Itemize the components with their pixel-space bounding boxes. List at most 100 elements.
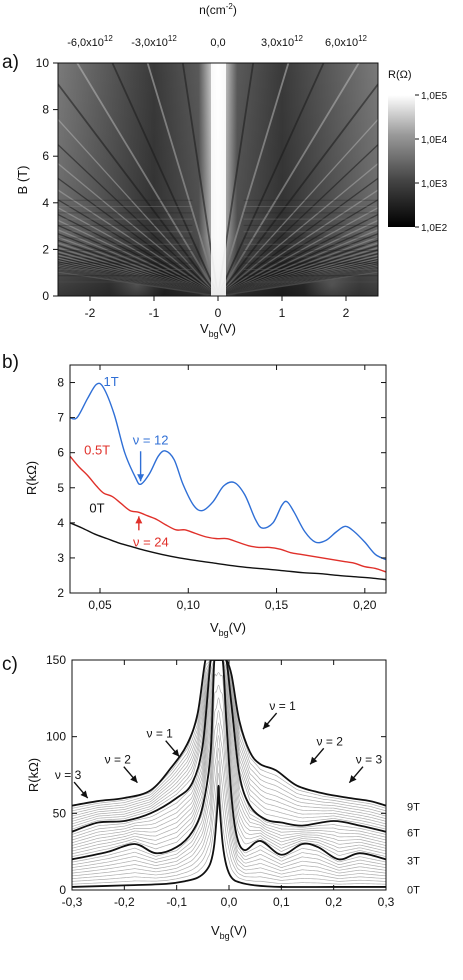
panel-c-xtick-label: -0,2 (114, 895, 135, 909)
panel-a-ytick-label: 0 (42, 289, 49, 303)
annotation-arrow-4-head (310, 756, 318, 765)
panel-a-ylabel: B (T) (15, 166, 30, 195)
colorbar-label: R(Ω) (388, 69, 412, 81)
panel-c-ytick-label: 100 (46, 730, 66, 744)
panel-c-annotations: ν = 1 ν = 2 ν = 3 ν = 1 ν = 2 ν = 3 (55, 699, 383, 799)
panel-a-ytick-label: 4 (42, 196, 49, 210)
panel-a-label: a) (2, 52, 19, 73)
annotation-arrow-3-head (263, 721, 271, 730)
panel-b-xtick-label: 0,10 (177, 598, 201, 612)
field-label-9T: 9T (407, 802, 420, 814)
panel-b-xtick-label: 0,05 (88, 598, 112, 612)
intermediate-curve (72, 660, 386, 838)
series-label-1T: 1T (104, 374, 119, 389)
colorbar-tick-label: 1,0E5 (421, 91, 448, 102)
panel-a-ytick-label: 8 (42, 103, 49, 117)
series-line-0T (72, 784, 386, 888)
panel-a-top-tick-label: -6,0x1012 (67, 34, 113, 49)
intermediate-curve (72, 660, 386, 812)
series-line-3T (72, 660, 386, 861)
panel-a-ytick-label: 10 (36, 56, 50, 70)
panel-a-top-tick-label: 0,0 (210, 37, 225, 49)
panel-a-top-tick-label: 6,0x1012 (325, 34, 367, 49)
series-line-1T (70, 382, 386, 561)
panel-c-axes: -0,3 -0,2 -0,1 0,0 0,1 0,2 0,3 0 50 100 150 (46, 653, 395, 909)
panel-c-ylabel: R(kΩ) (26, 758, 41, 792)
panel-b-ytick-label: 2 (57, 586, 64, 600)
panel-c-xlabel: Vbg(V) (211, 923, 247, 941)
panel-b-series (70, 382, 386, 581)
panel-c-xtick-label: 0,2 (325, 895, 342, 909)
panel-a-top-tick-label: -3,0x1012 (131, 34, 177, 49)
intermediate-curve (72, 660, 386, 841)
annotation-nu-0: ν = 1 (147, 727, 174, 741)
panel-a: a) n(cm-2) -6,0x1012 -3,0x1012 0,0 3,0x1012… (2, 2, 448, 339)
panel-b-ytick-label: 4 (57, 516, 64, 530)
panel-c-series (72, 660, 386, 888)
intermediate-curve (72, 697, 386, 868)
annotation-nu-1: ν = 2 (105, 753, 132, 767)
annotation-arrow-1-head (130, 775, 138, 783)
series-line-0T (70, 522, 386, 581)
panel-c-ytick-label: 0 (59, 883, 66, 897)
intermediate-curve (72, 747, 386, 879)
intermediate-curve (72, 660, 386, 855)
panel-c-intermediate-curves (72, 660, 386, 885)
panel-a-xtick-label: 0 (215, 306, 222, 320)
intermediate-curve (72, 735, 386, 877)
annotation-arrow-nu-24-head (135, 516, 143, 524)
dirac-peak-band (211, 63, 226, 296)
series-label-0T: 0T (89, 500, 104, 515)
annotation-nu-5: ν = 3 (356, 753, 383, 767)
panel-b-xtick-label: 0,15 (265, 598, 289, 612)
panel-b-frame (69, 364, 387, 594)
panel-a-top-tick-label: 3,0x1012 (261, 34, 303, 49)
panel-b-xtick-label: 0,20 (353, 598, 377, 612)
panel-b-label: b) (2, 352, 19, 373)
field-label-0T: 0T (407, 884, 420, 896)
panel-b-annotations: ν = 12 ν = 24 (133, 432, 169, 549)
panel-a-axes: -2 -1 0 1 2 0 2 4 6 8 10 (36, 56, 350, 320)
intermediate-curve (72, 660, 386, 835)
panel-c-xtick-label: 0,0 (221, 895, 238, 909)
panel-a-top-axis-title: n(cm-2) (199, 2, 237, 17)
panel-b-ytick-label: 3 (57, 551, 64, 565)
intermediate-curve (72, 660, 386, 846)
panel-a-colorbar: R(Ω) 1,0E2 1,0E3 1,0E4 1,0E5 (388, 69, 448, 234)
colorbar-gradient (388, 95, 415, 227)
panel-b: b) 0,05 0,10 0,15 0,20 2 3 4 5 6 7 8 1T 0.5T 0T ν = … (2, 352, 387, 638)
intermediate-curve (72, 684, 386, 866)
annotation-arrow-2-head (80, 790, 88, 799)
intermediate-curve (72, 660, 386, 814)
annotation-nu-2: ν = 3 (55, 768, 82, 782)
panel-c-label: c) (2, 654, 18, 675)
series-line-0.5T (70, 455, 386, 573)
annotation-arrow-5-head (349, 775, 357, 783)
panel-b-series-labels: 1T 0.5T 0T (84, 374, 119, 515)
panel-b-ytick-label: 5 (57, 481, 64, 495)
field-label-3T: 3T (407, 855, 420, 867)
panel-a-xtick-label: -2 (85, 306, 96, 320)
panel-a-top-tick-labels: -6,0x1012 -3,0x1012 0,0 3,0x1012 6,0x1012 (67, 34, 367, 49)
colorbar-tick-labels: 1,0E2 1,0E3 1,0E4 1,0E5 (415, 91, 448, 234)
panel-a-ytick-label: 6 (42, 149, 49, 163)
panel-b-ylabel: R(kΩ) (24, 461, 39, 495)
panel-c-xtick-label: 0,3 (378, 895, 395, 909)
panel-c-xtick-label: 0,1 (273, 895, 290, 909)
colorbar-tick-label: 1,0E4 (421, 135, 448, 146)
panel-c-ytick-label: 50 (53, 806, 67, 820)
colorbar-tick-label: 1,0E2 (421, 223, 448, 234)
intermediate-curve (72, 660, 386, 809)
colorbar-tick-label: 1,0E3 (421, 179, 448, 190)
annotation-arrow-nu-12-head (137, 474, 145, 482)
panel-b-xlabel: Vbg(V) (210, 620, 246, 638)
intermediate-curve (72, 709, 386, 871)
intermediate-curve (72, 660, 386, 844)
intermediate-curve (72, 722, 386, 874)
annotation-nu-24: ν = 24 (133, 534, 169, 549)
annotation-nu-4: ν = 2 (317, 734, 344, 748)
panel-c-ytick-label: 150 (46, 653, 66, 667)
series-line-9T (72, 660, 386, 807)
panel-c: c) -0,3 -0,2 -0,1 0,0 0,1 0,2 0,3 0 50 100 150 9T 6… (2, 653, 420, 941)
panel-a-xtick-label: 1 (279, 306, 286, 320)
